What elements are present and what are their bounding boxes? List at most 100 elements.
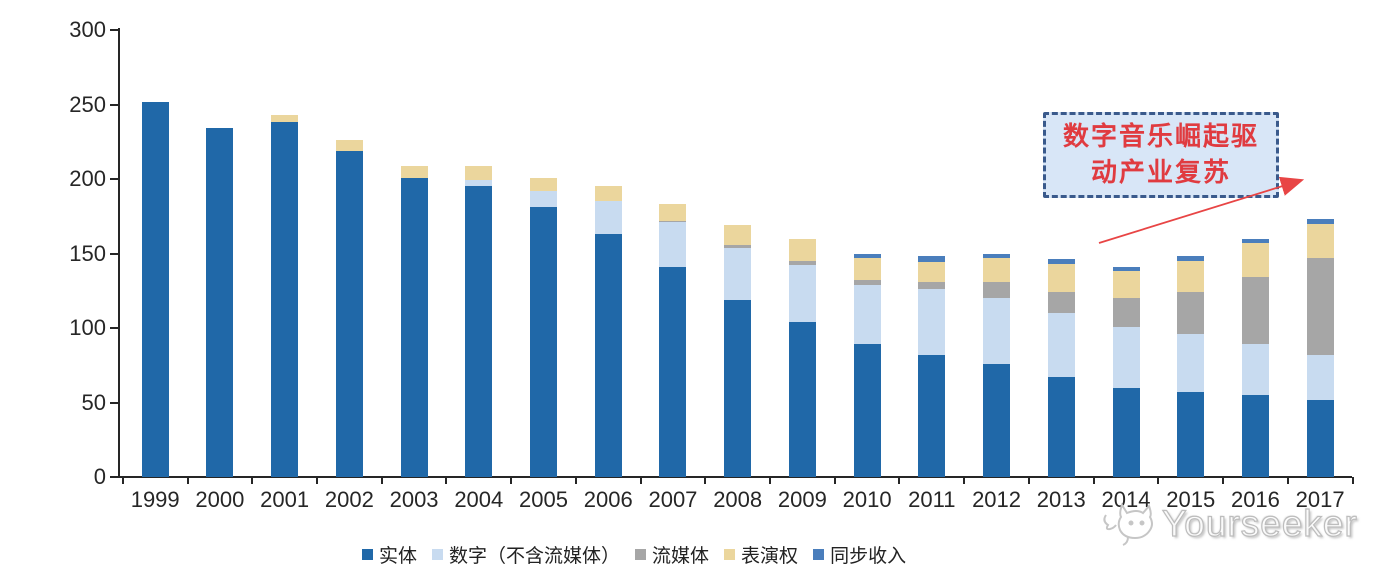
watermark-text: Yourseeker (1161, 502, 1358, 544)
bar-segment-流媒体 (788, 261, 816, 265)
bar-segment-表演权 (918, 262, 946, 282)
bar-segment-表演权 (1306, 224, 1334, 258)
bar-segment-表演权 (724, 225, 752, 245)
bar-segment-表演权 (1177, 261, 1205, 292)
bar-segment-流媒体 (853, 280, 881, 285)
bar-segment-流媒体 (724, 245, 752, 248)
legend-label: 实体 (379, 545, 418, 567)
bar-segment-表演权 (530, 178, 558, 191)
x-axis-label: 2016 (1230, 487, 1280, 512)
x-axis-tick (186, 477, 189, 484)
bar-segment-同步收入 (1177, 256, 1205, 261)
bar-segment-实体 (271, 122, 299, 477)
bar-segment-实体 (141, 102, 169, 477)
y-axis-tick (110, 401, 118, 404)
legend-color-swatch (635, 549, 647, 560)
x-axis-tick (833, 477, 836, 484)
x-axis-label: 2011 (908, 487, 956, 512)
x-axis-line (118, 476, 1352, 478)
bar-segment-实体 (530, 207, 558, 477)
bar-segment-表演权 (853, 258, 881, 280)
bar-segment-数字（不含流媒体） (659, 222, 687, 267)
bar-segment-实体 (1241, 395, 1269, 477)
bar-segment-数字（不含流媒体） (788, 265, 816, 322)
x-axis-label: 2006 (583, 487, 633, 512)
x-axis-tick (316, 477, 318, 484)
bar-segment-表演权 (335, 140, 363, 151)
bar-segment-表演权 (271, 115, 299, 122)
bar-segment-流媒体 (1047, 292, 1075, 313)
legend-color-swatch (362, 549, 373, 560)
y-axis-tick (110, 29, 118, 31)
y-axis-tick (110, 476, 118, 478)
legend-color-swatch (432, 549, 444, 560)
annotation-callout: 数字音乐崛起驱 动产业复苏 (1043, 112, 1279, 198)
bar-segment-数字（不含流媒体） (1241, 344, 1269, 395)
x-axis-tick (704, 477, 707, 484)
bar-segment-实体 (1047, 377, 1075, 477)
bar-segment-数字（不含流媒体） (918, 289, 946, 355)
x-axis-tick (898, 477, 901, 484)
x-axis-tick (1027, 477, 1030, 484)
x-axis-label: 1999 (130, 487, 180, 512)
bar-segment-实体 (724, 300, 752, 477)
bar-segment-流媒体 (1306, 258, 1334, 355)
y-axis-label: 200 (69, 166, 106, 191)
y-axis-label: 0 (93, 464, 106, 489)
bar-segment-同步收入 (1241, 239, 1269, 243)
bar-segment-同步收入 (1306, 219, 1334, 224)
bar-segment-同步收入 (983, 254, 1011, 258)
legend-label: 同步收入 (830, 545, 907, 567)
y-axis-tick (110, 178, 118, 180)
bar-segment-数字（不含流媒体） (983, 298, 1011, 364)
bar-segment-数字（不含流媒体） (465, 180, 493, 186)
bar-segment-同步收入 (1112, 267, 1140, 271)
x-axis-tick (963, 477, 966, 484)
bar-segment-同步收入 (853, 254, 881, 258)
legend-label: 数字（不含流媒体） (449, 545, 621, 567)
x-axis-label: 2002 (324, 487, 374, 512)
chart-legend: 实体 数字（不含流媒体） 流媒体 表演权 同步收入 (362, 541, 1082, 568)
annotation-line1: 数字音乐崛起驱 (1062, 122, 1259, 152)
x-axis-label: 2010 (842, 487, 892, 512)
bar-segment-流媒体 (1241, 277, 1269, 344)
y-axis-label: 50 (81, 389, 106, 415)
legend-color-swatch (813, 549, 825, 560)
bar-segment-数字（不含流媒体） (1306, 355, 1334, 400)
bar-segment-数字（不含流媒体） (1047, 313, 1075, 377)
x-axis-tick (769, 477, 772, 484)
y-axis-label: 150 (69, 240, 106, 266)
legend-item: 表演权 (724, 541, 798, 568)
yourseeker-cat-logo-icon (1103, 502, 1153, 546)
y-axis-tick (110, 103, 118, 106)
bar-segment-表演权 (1241, 243, 1269, 277)
bar-segment-实体 (788, 322, 816, 477)
bar-segment-数字（不含流媒体） (724, 248, 752, 300)
x-axis-label: 2000 (195, 487, 245, 512)
bar-segment-实体 (853, 344, 881, 477)
y-axis-label: 100 (69, 315, 106, 340)
bar-segment-实体 (659, 267, 687, 477)
bar-segment-表演权 (465, 166, 493, 180)
y-axis-label: 300 (69, 17, 106, 42)
x-axis-tick (1157, 477, 1160, 484)
x-axis-label: 2008 (713, 487, 763, 512)
x-axis-label: 2004 (454, 487, 504, 512)
bar-segment-流媒体 (1112, 298, 1140, 327)
legend-item: 流媒体 (635, 541, 709, 568)
x-axis-tick (1286, 477, 1289, 484)
bar-segment-实体 (1306, 400, 1334, 477)
bar-segment-实体 (594, 234, 622, 477)
bar-segment-实体 (1112, 388, 1140, 477)
legend-label: 流媒体 (652, 545, 710, 567)
x-axis-tick (251, 477, 254, 484)
bar-segment-实体 (206, 128, 234, 477)
bar-segment-实体 (918, 355, 946, 477)
x-axis-label: 2007 (648, 487, 698, 512)
bar-segment-数字（不含流媒体） (1112, 327, 1140, 388)
bar-segment-表演权 (1112, 271, 1140, 298)
bar-segment-同步收入 (1047, 259, 1075, 264)
x-axis-label: 2014 (1101, 487, 1151, 512)
x-axis-tick (1222, 477, 1225, 484)
